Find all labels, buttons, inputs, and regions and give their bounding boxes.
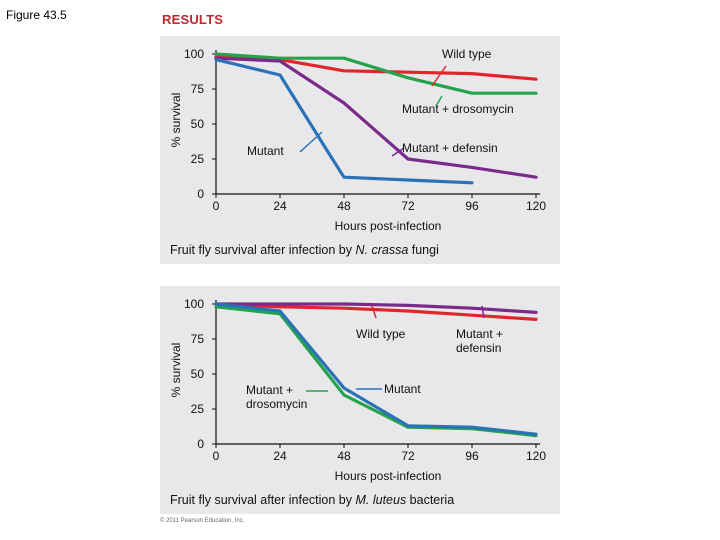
- copyright-notice: © 2011 Pearson Education, Inc.: [160, 518, 245, 524]
- x-tick-label: 48: [337, 449, 351, 463]
- survival-chart-m-luteus: 0 25 50 75 100 0 24 48 72 96 120 Hours post-infecti…: [169, 297, 546, 507]
- annotation-mutant-plus-drosomycin: Mutant + drosomycin: [402, 102, 514, 116]
- annotation-mutant-plus-defensin: Mutant + defensin: [402, 141, 498, 155]
- chart-title: Fruit fly survival after infection by N.…: [170, 243, 439, 257]
- annotation-mutant-plus-defensin: Mutant + defensin: [456, 327, 503, 355]
- x-tick-label: 48: [337, 199, 351, 213]
- x-tick-label: 120: [526, 449, 546, 463]
- x-tick-label: 72: [401, 199, 415, 213]
- x-axis-label: Hours post-infection: [335, 469, 442, 483]
- y-tick-label: 0: [197, 437, 204, 451]
- x-tick-label: 72: [401, 449, 415, 463]
- x-tick-label: 96: [465, 449, 479, 463]
- y-tick-label: 75: [191, 82, 205, 96]
- series-line-mutant-plus-defensin: [214, 56, 538, 179]
- x-axis-label: Hours post-infection: [335, 219, 442, 233]
- annotation-mutant: Mutant: [384, 382, 421, 396]
- annotation-mutant: Mutant: [247, 144, 284, 158]
- series-line-mutant-plus-drosomycin: [214, 52, 538, 95]
- y-tick-label: 75: [191, 332, 205, 346]
- y-tick-label: 0: [197, 187, 204, 201]
- results-heading: RESULTS: [162, 12, 224, 27]
- x-tick-label: 96: [465, 199, 479, 213]
- survival-chart-n-crassa: 0 25 50 75 100 0 24 48 72 96 120 Hours post-infecti…: [169, 47, 546, 257]
- chart-title: Fruit fly survival after infection by M.…: [170, 493, 454, 507]
- y-tick-label: 50: [191, 367, 205, 381]
- leader-line-mutant: [299, 131, 323, 153]
- x-tick-label: 120: [526, 199, 546, 213]
- chart-panel-n-crassa: 0 25 50 75 100 0 24 48 72 96 120 Hours post-infecti…: [160, 36, 560, 264]
- y-tick-label: 100: [184, 47, 204, 61]
- y-tick-label: 25: [191, 402, 205, 416]
- x-tick-label: 0: [213, 199, 220, 213]
- x-tick-label: 24: [273, 449, 287, 463]
- chart-panel-m-luteus: 0 25 50 75 100 0 24 48 72 96 120 Hours post-infecti…: [160, 286, 560, 514]
- figure-label: Figure 43.5: [6, 8, 67, 22]
- leader-line-mutant-plus-defensin: [481, 305, 485, 319]
- leader-line-mutant-plus-drosomycin: [435, 95, 443, 107]
- y-tick-label: 100: [184, 297, 204, 311]
- y-tick-label: 50: [191, 117, 205, 131]
- y-tick-label: 25: [191, 152, 205, 166]
- leader-line-wild-type: [371, 305, 377, 319]
- series-line-mutant: [214, 58, 474, 185]
- series-line-wild-type: [214, 302, 538, 322]
- leader-line-mutant-plus-defensin: [391, 147, 405, 157]
- x-tick-label: 24: [273, 199, 287, 213]
- y-axis-label: % survival: [169, 343, 183, 398]
- annotation-mutant-plus-drosomycin: Mutant + drosomycin: [246, 383, 307, 411]
- leader-line-wild-type: [431, 65, 447, 87]
- annotation-wild-type: Wild type: [356, 327, 406, 341]
- x-tick-label: 0: [213, 449, 220, 463]
- annotation-wild-type: Wild type: [442, 47, 492, 61]
- series-line-mutant: [214, 302, 538, 436]
- y-axis-label: % survival: [169, 93, 183, 148]
